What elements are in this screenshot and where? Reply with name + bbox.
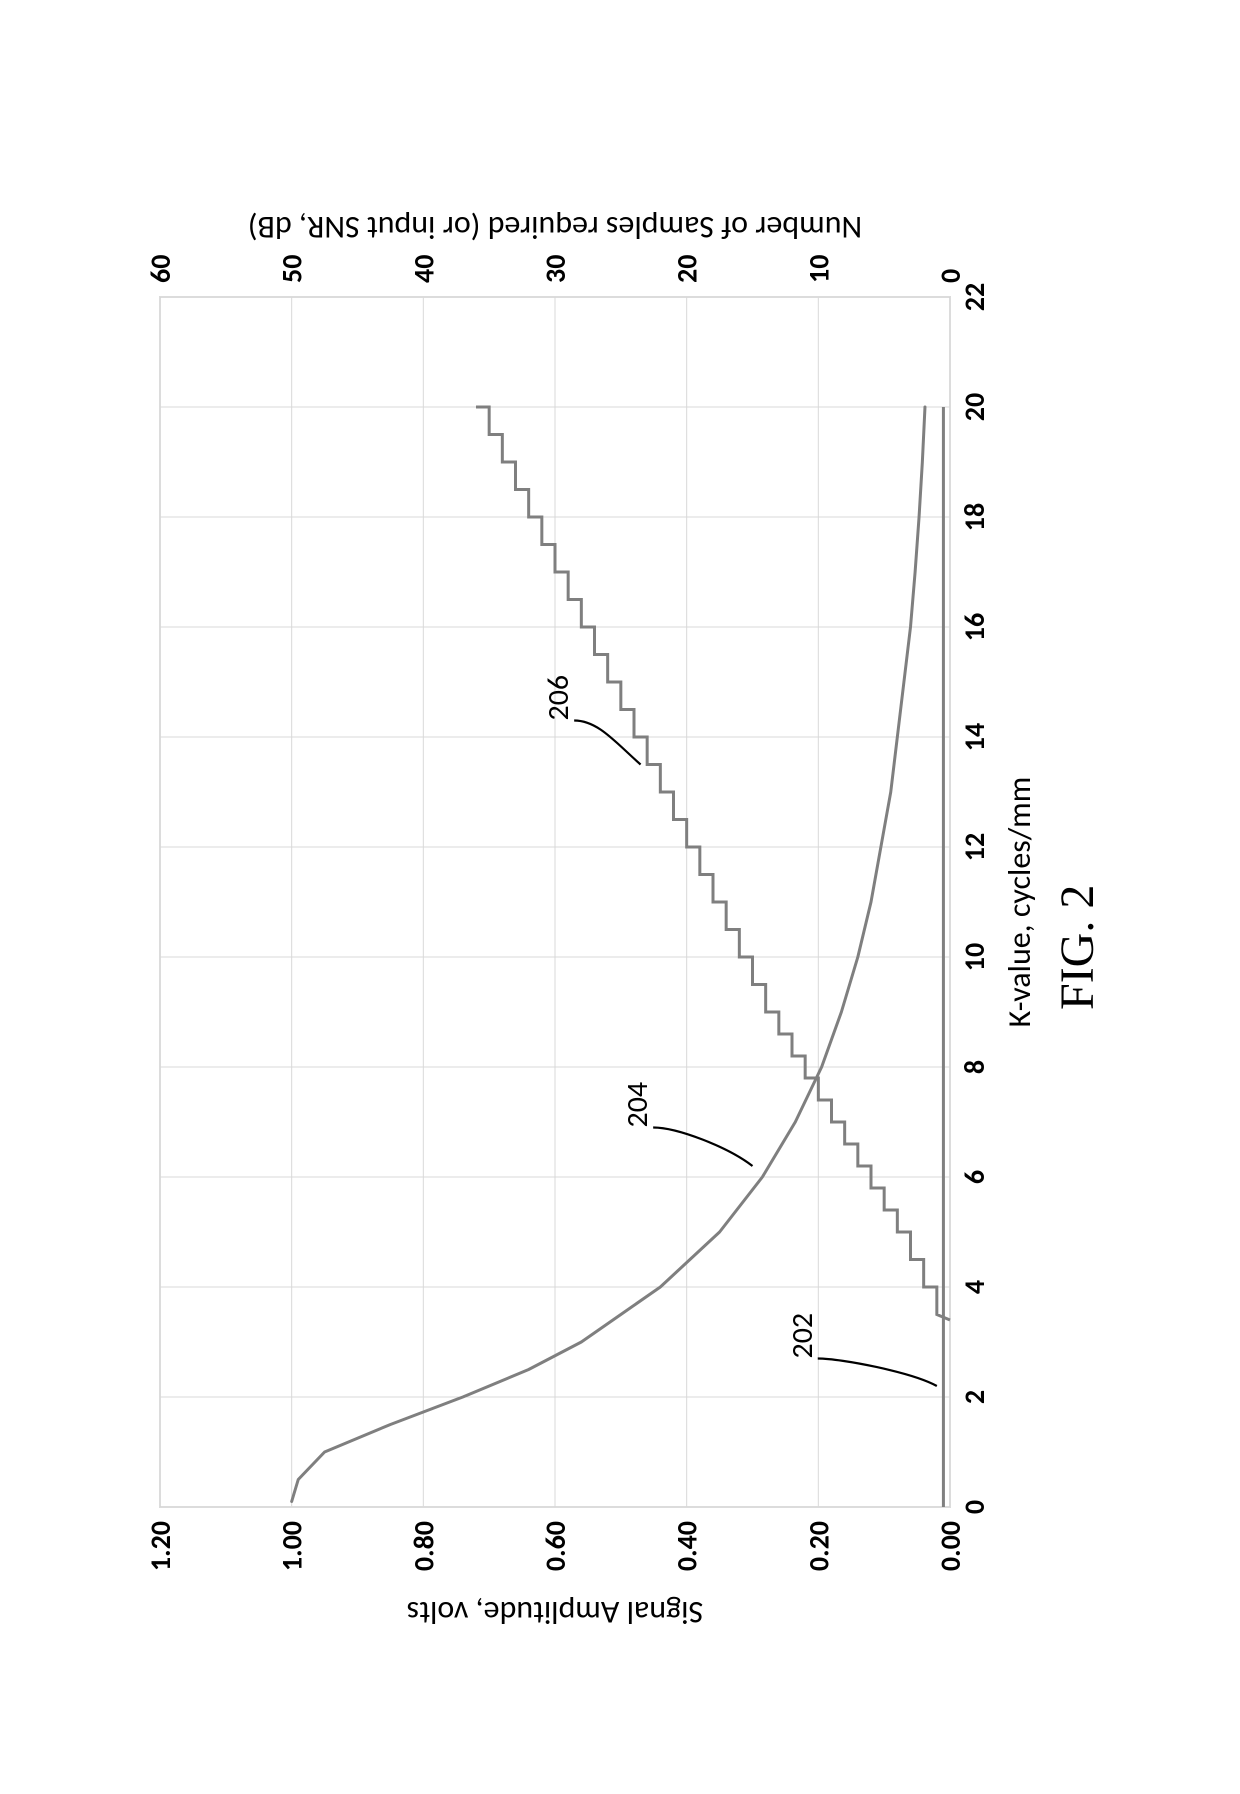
y-right-tick-label: 30 <box>538 255 573 283</box>
y-left-tick-label: 0.40 <box>670 1521 705 1571</box>
callout-204-label: 204 <box>619 1082 656 1128</box>
x-tick-label: 4 <box>957 1280 992 1294</box>
x-tick-label: 10 <box>957 943 992 971</box>
figure-caption: FIG. 2 <box>1050 885 1105 1010</box>
y-left-tick-label: 0.80 <box>406 1521 441 1571</box>
chart-svg: 0 2 4 6 8 10 12 14 16 18 20 22 0.00 0.20 0.40 0.60 0.80 1… <box>120 147 1120 1647</box>
caption-text: FIG. 2 <box>1051 885 1104 1010</box>
x-tick-label: 6 <box>957 1170 992 1184</box>
y-left-tick-label: 1.00 <box>275 1521 310 1571</box>
x-tick-label: 16 <box>957 613 992 641</box>
x-tick-label: 20 <box>957 393 992 421</box>
x-tick-label: 12 <box>957 833 992 861</box>
x-tick-label: 14 <box>957 723 992 751</box>
x-tick-label: 18 <box>957 503 992 531</box>
y-left-tick-label: 0.60 <box>538 1521 573 1571</box>
x-tick-label: 8 <box>957 1060 992 1074</box>
y-right-axis-label: Number of Samples required (or input SNR… <box>248 208 862 247</box>
y-right-tick-label: 60 <box>143 255 178 283</box>
y-right-tick-label: 20 <box>670 255 705 283</box>
x-axis-label: K-value, cycles/mm <box>1000 777 1039 1028</box>
x-tick-label: 22 <box>957 283 992 311</box>
callout-206-label: 206 <box>540 675 577 721</box>
y-left-tick-label: 0.20 <box>801 1521 836 1571</box>
y-right-tick-label: 40 <box>406 255 441 283</box>
chart-bg <box>120 147 1120 1647</box>
y-right-tick-label: 0 <box>933 269 968 283</box>
y-right-tick-label: 10 <box>801 255 836 283</box>
y-right-tick-label: 50 <box>275 255 310 283</box>
y-left-axis-label: Signal Amplitude, volts <box>407 1593 704 1632</box>
x-tick-label: 0 <box>957 1500 992 1514</box>
x-tick-label: 2 <box>957 1390 992 1404</box>
chart-container: 0 2 4 6 8 10 12 14 16 18 20 22 0.00 0.20 0.40 0.60 0.80 1… <box>120 147 1120 1647</box>
y-left-tick-label: 1.20 <box>143 1521 178 1571</box>
y-left-tick-label: 0.00 <box>933 1521 968 1571</box>
callout-202-label: 202 <box>784 1313 821 1359</box>
